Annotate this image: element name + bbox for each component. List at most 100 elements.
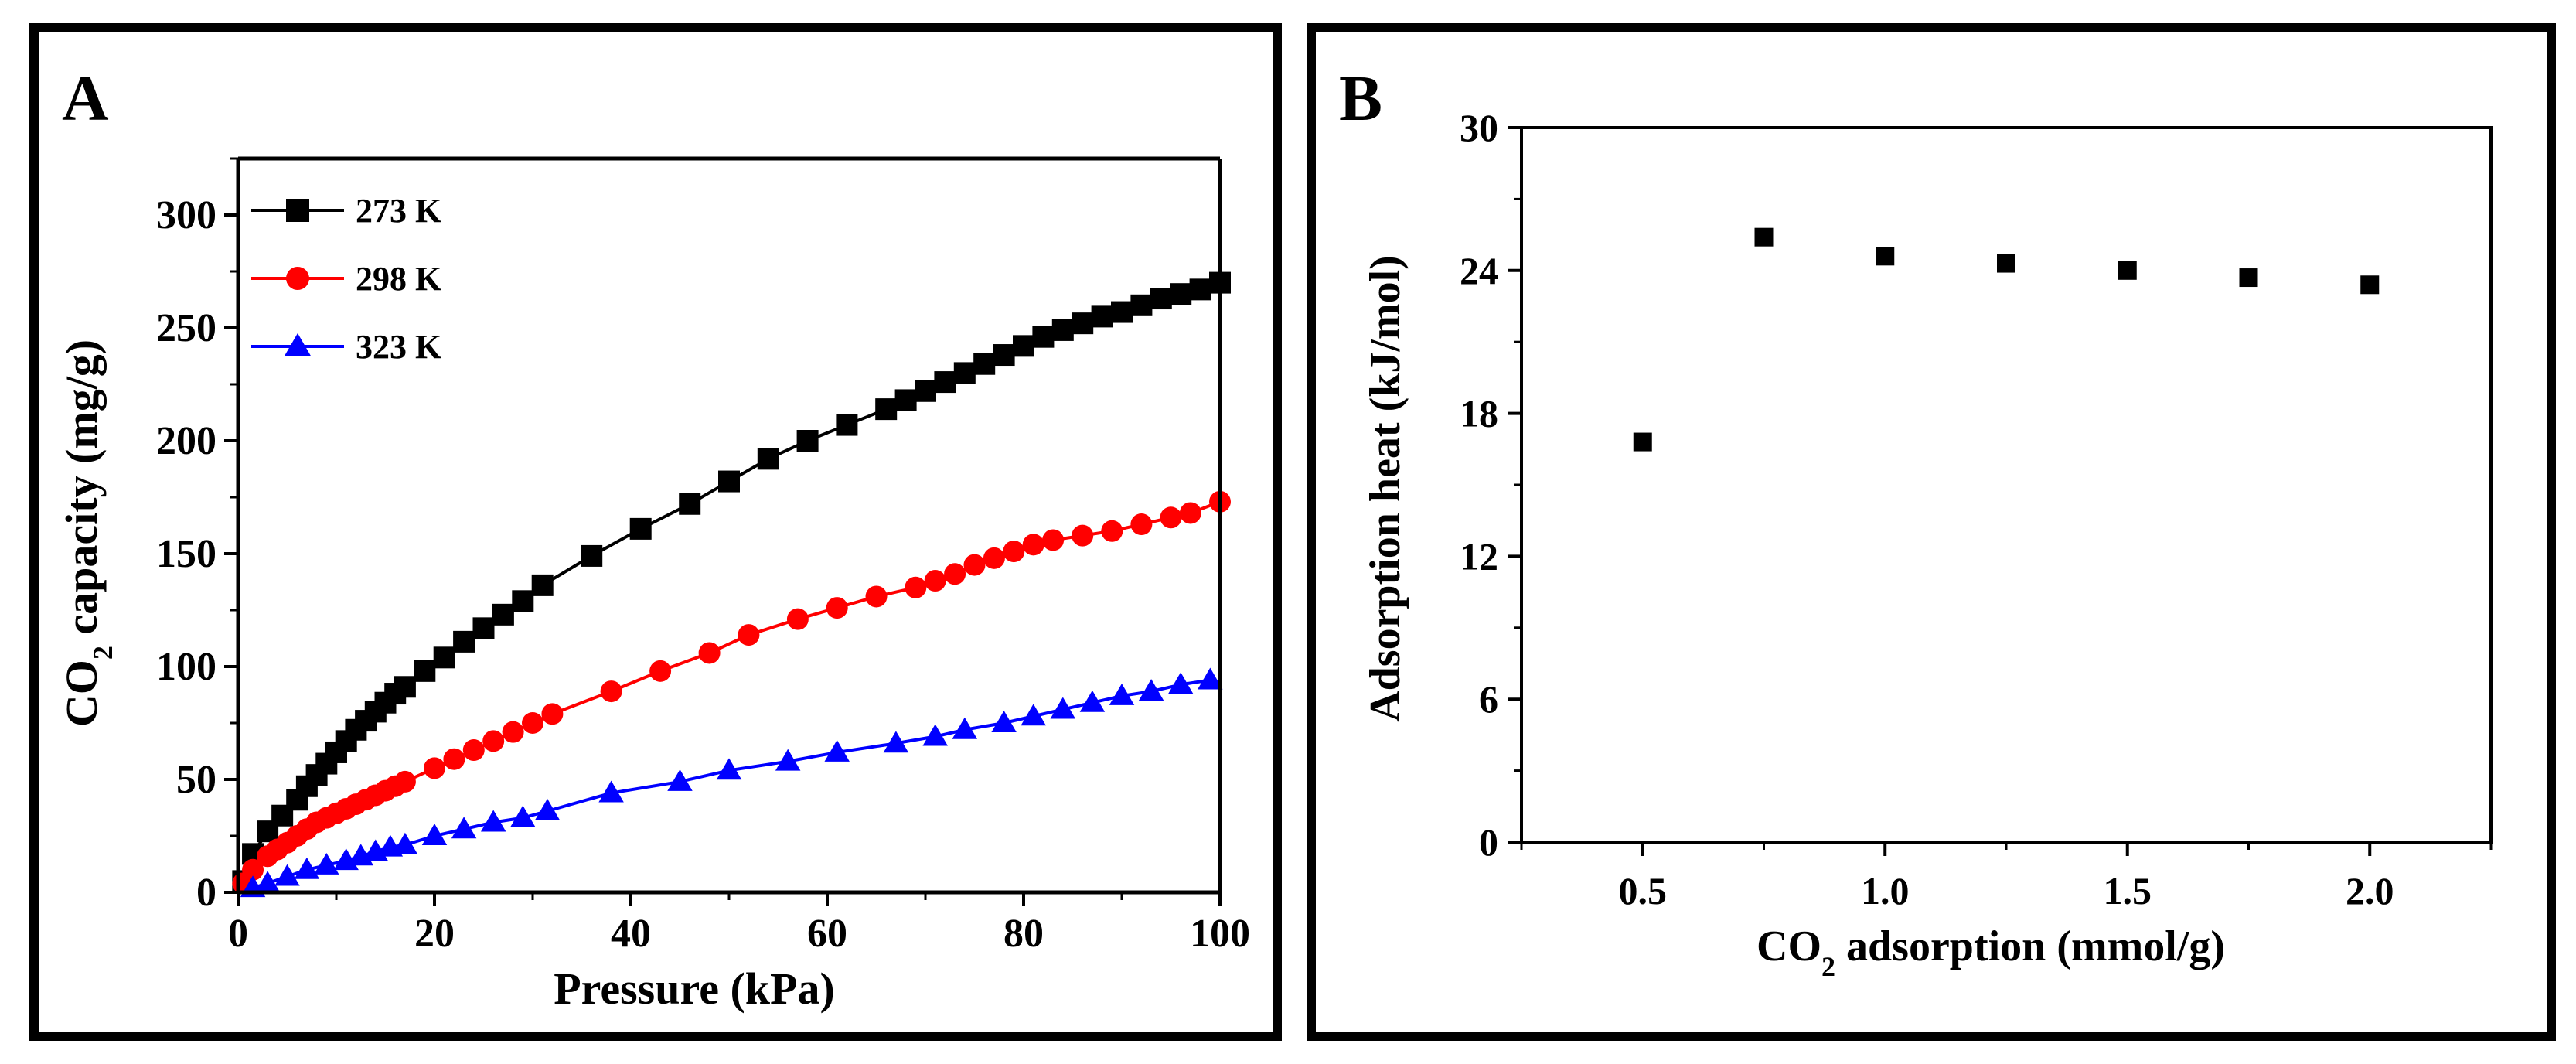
data-point	[242, 858, 264, 881]
data-point	[1150, 288, 1172, 310]
legend-label: 298 K	[356, 260, 441, 298]
data-point	[534, 798, 561, 820]
data-point	[254, 871, 281, 893]
data-point	[1051, 319, 1074, 341]
data-point	[1111, 301, 1133, 323]
series-0	[232, 271, 1231, 892]
data-point	[492, 603, 514, 626]
data-point	[1003, 541, 1025, 563]
data-point	[531, 574, 554, 596]
x-axis-label: CO2 adsorption (mmol/g)	[1757, 922, 2225, 982]
x-tick-label: 100	[1190, 912, 1250, 956]
data-point	[894, 389, 917, 411]
data-point	[649, 660, 672, 682]
y-tick-label: 300	[156, 193, 216, 237]
x-tick-label: 40	[611, 912, 651, 956]
data-point	[698, 642, 721, 664]
x-axis-label-part: adsorption (mmol/g)	[1835, 922, 2225, 970]
x-tick-label: 0.5	[1619, 869, 1668, 912]
data-point	[510, 805, 536, 827]
data-point	[581, 544, 603, 567]
y-tick-label: 50	[176, 758, 216, 802]
y-tick-label: 24	[1460, 249, 1498, 292]
panel-a: A 0 20 40 60 80 100 0 50 100 150 200 250 300 Pressure…	[29, 23, 1282, 1041]
data-point	[963, 554, 986, 576]
data-point	[1072, 524, 1094, 547]
data-point	[983, 547, 1005, 569]
y-tick-label: 100	[156, 645, 216, 689]
data-point	[482, 730, 505, 752]
data-point	[414, 660, 436, 682]
chart-a-isotherms: 0 20 40 60 80 100 0 50 100 150 200 250 300 Pressure (…	[56, 156, 1250, 1014]
data-point	[462, 739, 485, 762]
data-point	[738, 624, 760, 646]
data-point	[600, 680, 622, 703]
data-point	[421, 824, 448, 845]
data-point	[796, 430, 819, 452]
y-tick-label: 6	[1479, 677, 1498, 721]
data-point	[629, 517, 652, 540]
legend-marker	[286, 199, 309, 222]
legend-label: 323 K	[356, 328, 441, 366]
data-point	[472, 617, 495, 639]
data-point	[512, 590, 534, 612]
data-point	[453, 630, 475, 653]
data-point	[1876, 247, 1895, 266]
data-point	[294, 857, 320, 879]
y-axis-label-part: capacity (mg/g)	[56, 339, 107, 646]
data-point	[1754, 227, 1774, 247]
data-point	[875, 398, 898, 421]
data-point	[883, 731, 909, 753]
panel-letter-b: B	[1339, 63, 1383, 135]
x-axis-label-part: CO	[1757, 922, 1821, 970]
data-point	[934, 371, 956, 394]
data-point	[973, 353, 996, 375]
x-tick-label: 20	[414, 912, 455, 956]
y-axis-label-part: CO	[56, 660, 107, 727]
data-point	[392, 832, 418, 854]
data-point	[1101, 520, 1123, 542]
x-tick-label: 2.0	[2346, 869, 2394, 912]
x-tick-label: 1.0	[1861, 869, 1910, 912]
data-point	[1032, 326, 1055, 348]
data-point	[679, 493, 701, 515]
plot-frame	[1520, 126, 2493, 844]
x-tick-label: 1.5	[2104, 869, 2152, 912]
data-point	[1633, 432, 1652, 452]
data-point	[502, 721, 524, 743]
y-tick-label: 18	[1460, 392, 1498, 435]
data-point	[1997, 254, 2015, 273]
x-axis-label: Pressure (kPa)	[554, 963, 835, 1014]
panel-letter-a: A	[62, 63, 109, 135]
data-point	[433, 646, 455, 669]
data-point	[924, 570, 946, 592]
data-point	[314, 853, 339, 875]
series-2	[240, 667, 1223, 898]
data-point	[1013, 335, 1034, 357]
data-point	[824, 740, 850, 762]
data-point	[1072, 312, 1094, 335]
y-tick-label: 30	[1460, 106, 1498, 149]
data-point	[786, 608, 809, 630]
data-point	[1160, 506, 1182, 529]
y-axis-label: Adsorption heat (kJ/mol)	[1361, 255, 1409, 722]
data-point	[1042, 529, 1065, 551]
data-point	[1091, 305, 1113, 328]
data-point	[443, 748, 465, 770]
data-point	[944, 563, 966, 585]
data-point	[541, 703, 564, 725]
data-point	[451, 817, 477, 839]
data-point	[993, 344, 1015, 367]
data-point	[915, 380, 936, 402]
data-point	[424, 757, 445, 779]
data-point	[522, 712, 543, 734]
data-point	[953, 362, 976, 384]
data-point	[836, 414, 858, 436]
data-point	[1198, 667, 1223, 690]
panel-b: B 0.5 1.0 1.5 2.0 0 6 12 18 24 30 CO2 adsorption (…	[1307, 23, 2556, 1041]
data-point	[775, 749, 801, 771]
x-axis-label-part: 2	[1821, 951, 1835, 982]
chart-b-adsorption-heat: 0.5 1.0 1.5 2.0 0 6 12 18 24 30 CO2 adsorption (mm…	[1361, 106, 2493, 982]
y-axis-label: CO2 capacity (mg/g)	[56, 339, 118, 727]
data-point	[394, 770, 416, 793]
